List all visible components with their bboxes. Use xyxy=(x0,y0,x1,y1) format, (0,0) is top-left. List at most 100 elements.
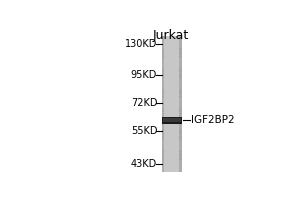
Bar xyxy=(179,116,182,117)
Bar xyxy=(162,90,182,91)
Bar xyxy=(162,137,164,138)
Bar xyxy=(179,80,182,81)
Bar xyxy=(179,151,182,152)
Bar xyxy=(179,63,182,64)
Bar xyxy=(162,163,182,164)
Bar xyxy=(179,50,182,51)
Bar xyxy=(162,56,164,57)
Bar xyxy=(179,109,182,110)
Bar xyxy=(162,61,164,62)
Bar xyxy=(162,151,182,152)
Bar xyxy=(162,131,164,132)
Bar xyxy=(162,141,164,142)
Bar xyxy=(179,160,182,161)
Bar xyxy=(179,97,182,98)
Bar xyxy=(162,62,182,63)
Bar xyxy=(162,95,164,96)
Bar xyxy=(162,96,182,97)
Bar xyxy=(162,58,182,59)
Bar xyxy=(179,94,182,95)
Bar xyxy=(162,57,164,58)
Bar xyxy=(162,98,182,99)
Bar xyxy=(162,75,164,76)
Bar xyxy=(162,122,164,123)
Bar xyxy=(162,72,182,73)
Bar xyxy=(162,150,182,151)
Bar xyxy=(162,151,164,152)
Bar xyxy=(162,161,164,162)
Bar xyxy=(162,136,182,137)
Bar xyxy=(179,68,182,69)
Bar xyxy=(162,44,164,45)
Bar xyxy=(162,138,164,139)
Bar xyxy=(162,155,164,156)
Bar xyxy=(162,129,164,130)
Bar xyxy=(179,131,182,132)
Bar xyxy=(179,86,182,87)
Bar xyxy=(162,54,164,55)
Bar xyxy=(162,61,182,62)
Bar xyxy=(179,72,182,73)
Bar xyxy=(179,138,182,139)
Bar xyxy=(162,101,182,102)
Bar xyxy=(162,81,164,82)
Bar xyxy=(179,45,182,46)
Bar xyxy=(162,91,182,92)
Bar xyxy=(162,47,164,48)
Bar xyxy=(179,77,182,78)
Bar xyxy=(162,54,164,55)
Bar xyxy=(179,138,182,139)
Text: Jurkat: Jurkat xyxy=(153,29,189,42)
Bar xyxy=(162,59,182,60)
Bar xyxy=(162,56,182,57)
Bar xyxy=(162,111,164,112)
Bar xyxy=(179,129,182,130)
Bar xyxy=(179,127,182,128)
Bar xyxy=(162,154,164,155)
Bar xyxy=(162,117,182,118)
Bar xyxy=(179,56,182,57)
Bar xyxy=(162,92,182,93)
Bar xyxy=(179,57,182,58)
Bar xyxy=(162,152,164,153)
Bar xyxy=(162,136,164,137)
Bar xyxy=(179,124,182,125)
Bar xyxy=(162,42,182,43)
Bar xyxy=(162,114,164,115)
Bar xyxy=(162,46,164,47)
Bar xyxy=(162,169,164,170)
Bar xyxy=(179,52,182,53)
Bar xyxy=(162,50,182,51)
Bar xyxy=(162,145,164,146)
Bar xyxy=(179,99,182,100)
Bar xyxy=(162,130,164,131)
Bar xyxy=(162,99,182,100)
Bar xyxy=(162,109,182,110)
Bar xyxy=(179,110,182,111)
Bar xyxy=(179,169,182,170)
Bar xyxy=(179,92,182,93)
Bar xyxy=(162,153,164,154)
Bar xyxy=(179,130,182,131)
Bar xyxy=(162,170,182,171)
Bar xyxy=(162,151,164,152)
Bar xyxy=(162,47,182,48)
Bar xyxy=(162,155,182,156)
Bar xyxy=(179,136,182,137)
Bar xyxy=(179,134,182,135)
Bar xyxy=(162,158,164,159)
Bar xyxy=(162,67,164,68)
Bar xyxy=(162,112,164,113)
Bar xyxy=(162,89,164,90)
Bar xyxy=(162,154,182,155)
Bar xyxy=(179,48,182,49)
Bar xyxy=(162,71,164,72)
Bar xyxy=(162,140,164,141)
Bar xyxy=(179,118,182,119)
Bar xyxy=(162,85,164,86)
Bar xyxy=(179,153,182,154)
Bar xyxy=(179,67,182,68)
Bar xyxy=(162,132,164,133)
Bar xyxy=(179,111,182,112)
Bar xyxy=(162,119,164,120)
